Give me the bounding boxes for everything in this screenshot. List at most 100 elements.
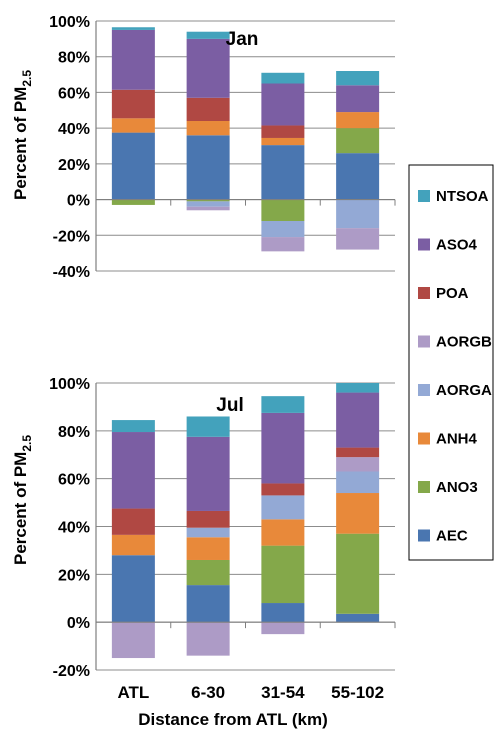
- bar-segment-aso4: [261, 412, 305, 484]
- x-tick-label: 55-102: [331, 683, 384, 702]
- bar-segment-ano3: [186, 199, 230, 202]
- bar-segment-poa: [336, 447, 380, 458]
- legend-swatch-aorga: [418, 384, 430, 396]
- legend-label: ASO4: [436, 237, 478, 254]
- y-tick-label: 20%: [58, 157, 90, 174]
- bar-segment-ano3: [111, 199, 155, 205]
- bar-segment-aorga: [261, 221, 305, 238]
- x-tick-label: 6-30: [191, 683, 225, 702]
- y-axis-label-jan: Percent of PM2.5: [11, 70, 34, 200]
- legend-label: POA: [436, 285, 469, 302]
- x-tick-label: 31-54: [261, 683, 305, 702]
- bar-segment-anh4: [336, 112, 380, 129]
- y-tick-label: 0%: [67, 193, 90, 210]
- bar-segment-aorgb: [186, 622, 230, 656]
- panel-title: Jul: [216, 395, 243, 416]
- legend-swatch-anh4: [418, 432, 430, 445]
- bar-segment-aorga: [336, 199, 380, 229]
- bar-segment-aso4: [111, 29, 155, 90]
- y-tick-label: -40%: [53, 264, 90, 281]
- legend: NTSOA ASO4 POA AORGB AORGA ANH4 ANO3 AEC: [408, 164, 494, 561]
- panel-jul: -20% 0% 20% 40% 60% 80% 100% Jul ATL 6-30 31-54 55-…: [49, 376, 396, 702]
- bar-segment-ano3: [336, 533, 380, 614]
- y-axis-label-main: Percent of PM: [11, 452, 30, 565]
- legend-label: AEC: [436, 528, 468, 545]
- bar-segment-aso4: [336, 85, 380, 113]
- bar-segment-ano3: [336, 128, 380, 154]
- bar-segment-poa: [261, 125, 305, 138]
- legend-swatch-aorgb: [418, 335, 430, 348]
- bar-segment-ntsoa: [186, 31, 230, 39]
- bar-segment-aorga: [261, 495, 305, 520]
- bar-segment-aec: [111, 555, 155, 623]
- y-axis-label-sub: 2.5: [20, 70, 34, 87]
- bar-segment-aso4: [111, 432, 155, 509]
- legend-swatch-ntsoa: [418, 190, 430, 202]
- bar-segment-ntsoa: [111, 420, 155, 433]
- bar-segment-anh4: [261, 519, 305, 546]
- bar-segment-poa: [186, 97, 230, 121]
- bar-segment-aorgb: [336, 228, 380, 250]
- bar-segment-poa: [186, 510, 230, 528]
- bar-segment-aso4: [336, 392, 380, 448]
- bar-segment-aso4: [261, 83, 305, 126]
- legend-label: ANO3: [436, 479, 478, 496]
- y-tick-label: 80%: [58, 50, 90, 67]
- bar-segment-ano3: [261, 199, 305, 221]
- y-tick-label: 80%: [58, 424, 90, 441]
- bar-segment-anh4: [336, 493, 380, 534]
- bar-segment-anh4: [111, 534, 155, 556]
- bar-segment-aorgb: [261, 622, 305, 635]
- y-tick-label: 40%: [58, 121, 90, 138]
- bar-segment-aso4: [186, 38, 230, 98]
- bar-segment-aorga: [336, 471, 380, 494]
- y-tick-label: -20%: [53, 228, 90, 245]
- y-tick-label: 100%: [49, 14, 90, 31]
- bar-segment-anh4: [111, 118, 155, 133]
- bar-segment-aorga: [186, 201, 230, 207]
- y-axis-label-sub: 2.5: [20, 435, 34, 452]
- bar-segment-aec: [261, 145, 305, 200]
- bar-segment-ano3: [261, 545, 305, 604]
- y-axis-label-main: Percent of PM: [11, 87, 30, 200]
- bar-segment-aorgb: [261, 237, 305, 252]
- bar-segment-poa: [111, 508, 155, 535]
- bar-segment-aec: [111, 132, 155, 200]
- legend-label: NTSOA: [436, 188, 489, 205]
- legend-frame: [408, 164, 494, 561]
- bar-segment-poa: [111, 89, 155, 119]
- bar-segment-aorgb: [111, 622, 155, 659]
- x-tick-label: ATL: [117, 683, 149, 702]
- bar-segment-aec: [336, 153, 380, 200]
- legend-label: AORGB: [436, 334, 492, 351]
- bar-segment-ntsoa: [186, 416, 230, 437]
- y-tick-label: 0%: [67, 615, 90, 632]
- y-tick-label: 100%: [49, 376, 90, 393]
- bar-segment-aec: [186, 585, 230, 623]
- y-tick-label: 40%: [58, 520, 90, 537]
- panel-title: Jan: [226, 29, 259, 50]
- bar-segment-ntsoa: [261, 396, 305, 413]
- bar-segment-aorgb: [186, 206, 230, 211]
- x-axis-label: Distance from ATL (km): [138, 710, 328, 729]
- bar-segment-aorga: [186, 527, 230, 538]
- bar-segment-anh4: [186, 121, 230, 136]
- y-tick-label: 20%: [58, 567, 90, 584]
- legend-swatch-ano3: [418, 481, 430, 493]
- y-tick-label: 60%: [58, 472, 90, 489]
- bar-segment-anh4: [186, 537, 230, 560]
- bar-segment-ntsoa: [336, 383, 380, 393]
- legend-label: ANH4: [436, 431, 477, 448]
- bar-segment-aec: [186, 135, 230, 200]
- bar-segment-aec: [261, 603, 305, 623]
- bar-segment-aec: [336, 613, 380, 623]
- bar-segment-poa: [261, 483, 305, 496]
- bar-segment-aorgb: [336, 457, 380, 472]
- bar-segment-aso4: [186, 436, 230, 511]
- legend-swatch-aec: [418, 529, 430, 542]
- bar-segment-ntsoa: [261, 72, 305, 84]
- bar-segment-ano3: [186, 559, 230, 586]
- y-axis-label-jul: Percent of PM2.5: [11, 435, 34, 565]
- panel-jan: -40% -20% 0% 20% 40% 60% 80% 100% Jan: [49, 14, 396, 281]
